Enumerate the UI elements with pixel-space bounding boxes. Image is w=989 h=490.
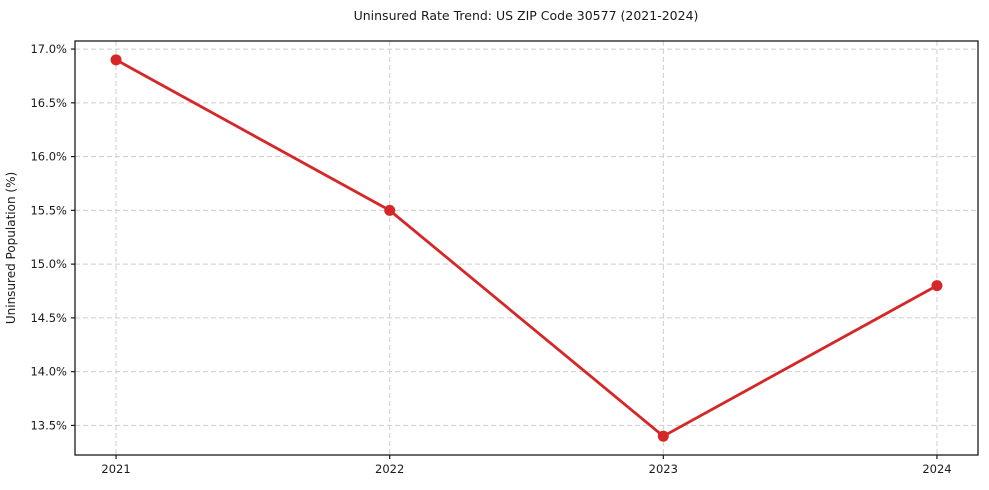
- data-point-marker: [657, 430, 669, 442]
- y-tick-label: 14.0%: [30, 365, 67, 379]
- y-tick-label: 16.5%: [30, 96, 67, 110]
- chart-title: Uninsured Rate Trend: US ZIP Code 30577 …: [354, 8, 699, 23]
- data-point-marker: [384, 204, 396, 216]
- y-tick-label: 17.0%: [30, 42, 67, 56]
- data-point-marker: [931, 280, 943, 292]
- axis-layer: 13.5% 14.0% 14.5% 15.0% 15.5% 16.0% 16.5% 17.0%…: [30, 40, 979, 476]
- y-tick-label: 15.5%: [30, 203, 67, 217]
- y-tick-label: 16.0%: [30, 150, 67, 164]
- y-tick-label: 15.0%: [30, 257, 67, 271]
- y-tick-label: 14.5%: [30, 311, 67, 325]
- y-axis-label: Uninsured Population (%): [4, 172, 18, 324]
- series-layer: [110, 54, 943, 442]
- x-tick-label: 2021: [101, 462, 130, 476]
- y-tick-label: 13.5%: [30, 418, 67, 432]
- trend-line: [114, 58, 939, 438]
- plot-border: [74, 40, 979, 456]
- x-tick-label: 2024: [922, 462, 951, 476]
- data-point-marker: [110, 54, 122, 66]
- x-tick-label: 2022: [375, 462, 404, 476]
- grid-layer: [75, 41, 978, 455]
- x-tick-label: 2023: [649, 462, 678, 476]
